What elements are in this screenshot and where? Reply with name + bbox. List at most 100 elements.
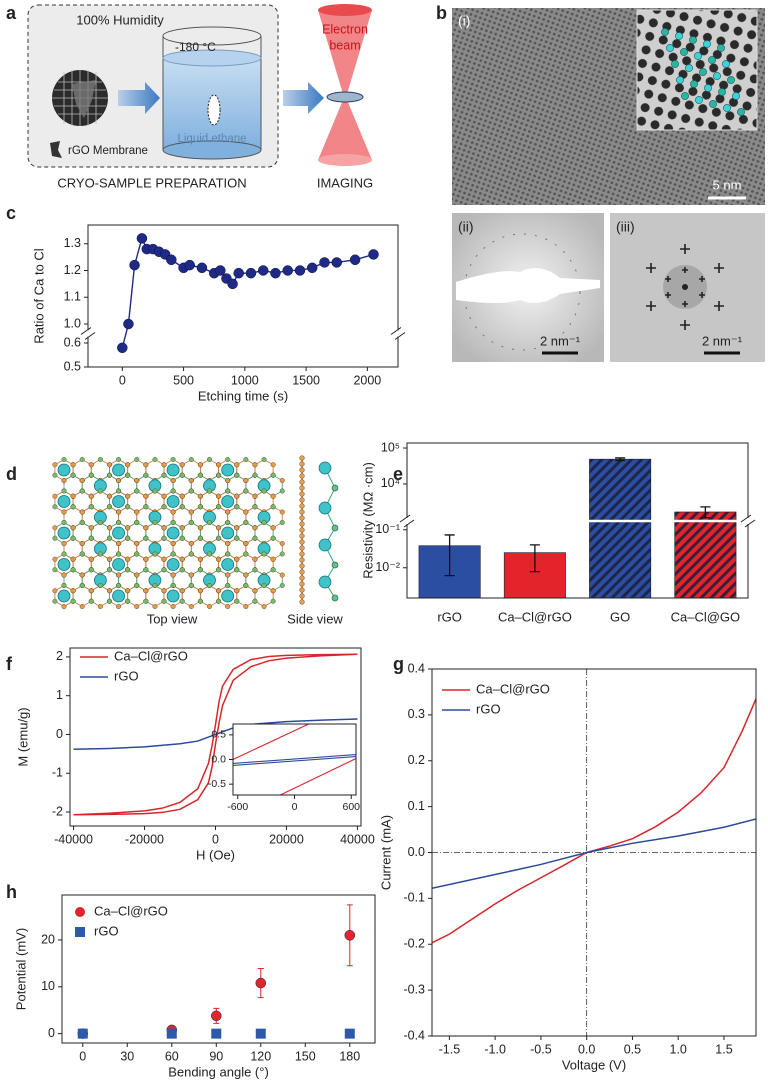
carbon-atom <box>170 541 176 547</box>
error-bar <box>615 457 626 462</box>
carbon-atom <box>70 525 76 531</box>
x-tick-label: 30 <box>120 1049 134 1063</box>
carbon-atom <box>188 541 194 547</box>
carbon-atom <box>134 541 140 547</box>
carbon-atom <box>270 472 276 478</box>
carbon-atom <box>106 462 112 468</box>
view-label: Top view <box>147 611 198 626</box>
break-mark <box>399 514 415 528</box>
carbon-atom <box>61 520 67 526</box>
arrow <box>118 82 160 114</box>
carbon-atom <box>225 520 231 526</box>
hexagon <box>181 553 201 576</box>
hexagon <box>199 490 220 513</box>
carbon-atom <box>243 509 249 515</box>
carbon-atom <box>125 598 131 604</box>
y-tick-label: 1.3 <box>64 236 81 250</box>
atom <box>713 72 721 80</box>
carbon-atom <box>70 535 76 541</box>
atom <box>666 44 674 52</box>
carbon-atom <box>143 462 149 468</box>
carbon-atom <box>116 478 122 484</box>
marker <box>184 259 195 271</box>
y-tick-label: 0 <box>48 1026 55 1040</box>
atom <box>680 48 688 56</box>
carbon-atom <box>279 551 285 557</box>
carbon-atom <box>70 462 76 468</box>
marker <box>344 930 356 941</box>
hexagon <box>118 537 138 560</box>
hexagon <box>63 474 83 497</box>
carbon-atom <box>216 598 222 604</box>
hexagon <box>172 537 192 560</box>
carbon-atom <box>299 485 305 491</box>
sample <box>207 94 221 126</box>
carbon-atom <box>179 556 185 562</box>
hexagon <box>72 553 92 576</box>
carbon-atom <box>279 520 285 526</box>
hexagon <box>90 553 110 576</box>
carbon-atom <box>188 583 194 589</box>
y-tick-label: 10⁻¹ <box>375 522 400 536</box>
carbon-atom <box>234 472 240 478</box>
x-tick-label: 0.5 <box>624 1042 641 1056</box>
hexagon <box>127 584 147 608</box>
hexagon <box>199 584 220 608</box>
panel-label: g <box>393 654 404 674</box>
carbon-atom <box>97 551 103 557</box>
hexagon <box>63 569 83 592</box>
marker <box>368 249 379 260</box>
x-axis-label: Bending angle (°) <box>168 1064 269 1079</box>
carbon-atom <box>188 551 194 557</box>
break-mark <box>740 514 756 528</box>
carbon-atom <box>161 493 167 499</box>
hexagon <box>90 584 110 608</box>
panel-label: c <box>6 203 16 223</box>
carbon-atom <box>106 525 112 531</box>
chart: 0.5 0.0 -0.5-600 0 600 <box>208 723 360 813</box>
carbon-atom <box>106 598 112 604</box>
carbon-atom <box>179 525 185 531</box>
y-tick-label: -2 <box>52 804 63 818</box>
series-line <box>280 758 356 795</box>
beam-label: Electron <box>322 22 368 36</box>
y-tick-label: -0.2 <box>403 937 425 951</box>
carbon-atom <box>134 604 140 610</box>
carbon-atom <box>299 473 305 479</box>
hexagon <box>145 521 165 545</box>
carbon-atom <box>116 541 122 547</box>
atom <box>695 96 703 104</box>
carbon-atom <box>279 583 285 589</box>
scale-bar-label: 2 nm⁻¹ <box>540 333 581 348</box>
carbon-atom <box>270 598 276 604</box>
carbon-atom <box>299 533 305 539</box>
carbon-atom <box>134 583 140 589</box>
plot-frame <box>69 647 362 827</box>
hexagon <box>127 553 147 576</box>
carbon-atom <box>143 598 149 604</box>
carbon-atom <box>243 551 249 557</box>
plot-frame <box>87 224 399 368</box>
carbon-atom <box>234 598 240 604</box>
hexagon <box>72 490 92 513</box>
y-tick-label: 0.6 <box>64 335 81 349</box>
hexagon <box>127 458 147 482</box>
carbon-atom <box>170 457 176 463</box>
y-tick-label: 0.5 <box>64 359 81 373</box>
ca-atom <box>57 558 71 571</box>
marker <box>233 267 244 279</box>
carbon-atom <box>261 583 267 589</box>
x-tick-label: 2000 <box>353 373 381 387</box>
hexagon <box>145 490 165 513</box>
carbon-atom <box>206 457 212 463</box>
carbon-atom <box>170 488 176 494</box>
carbon-atom <box>143 472 149 478</box>
carbon-atom <box>70 493 76 499</box>
hexagon <box>118 569 138 592</box>
carbon-atom <box>79 604 85 610</box>
marker <box>136 233 148 244</box>
carbon-atom <box>88 588 94 594</box>
carbon-atom <box>299 455 305 461</box>
y-tick-label: 10⁴ <box>381 476 400 490</box>
carbon-atom <box>252 525 258 531</box>
